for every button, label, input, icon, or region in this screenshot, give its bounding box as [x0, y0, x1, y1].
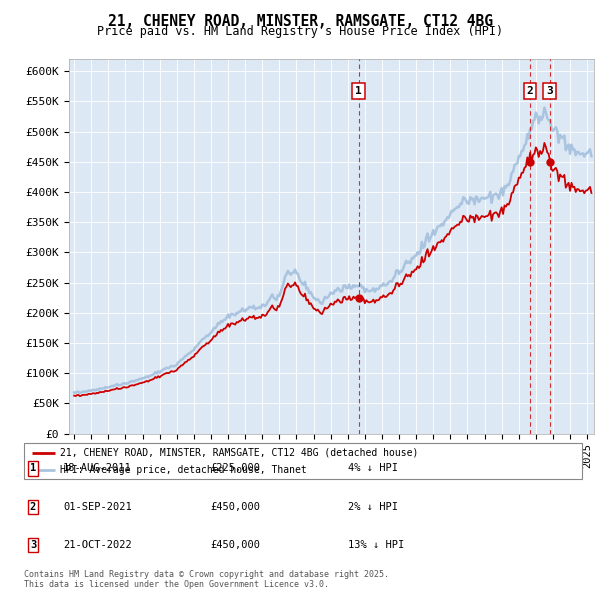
Text: £450,000: £450,000: [210, 540, 260, 550]
Text: £450,000: £450,000: [210, 502, 260, 512]
Text: £225,000: £225,000: [210, 464, 260, 473]
Text: 2: 2: [527, 86, 533, 96]
Text: 18-AUG-2011: 18-AUG-2011: [63, 464, 132, 473]
Text: 21, CHENEY ROAD, MINSTER, RAMSGATE, CT12 4BG (detached house): 21, CHENEY ROAD, MINSTER, RAMSGATE, CT12…: [60, 448, 419, 458]
Text: 21, CHENEY ROAD, MINSTER, RAMSGATE, CT12 4BG: 21, CHENEY ROAD, MINSTER, RAMSGATE, CT12…: [107, 14, 493, 30]
FancyBboxPatch shape: [24, 442, 582, 479]
Text: 1: 1: [355, 86, 362, 96]
Text: HPI: Average price, detached house, Thanet: HPI: Average price, detached house, Than…: [60, 465, 307, 475]
Text: 2: 2: [30, 502, 36, 512]
Text: Contains HM Land Registry data © Crown copyright and database right 2025.
This d: Contains HM Land Registry data © Crown c…: [24, 570, 389, 589]
Text: 13% ↓ HPI: 13% ↓ HPI: [348, 540, 404, 550]
Text: Price paid vs. HM Land Registry's House Price Index (HPI): Price paid vs. HM Land Registry's House …: [97, 25, 503, 38]
Text: 01-SEP-2021: 01-SEP-2021: [63, 502, 132, 512]
Text: 3: 3: [546, 86, 553, 96]
Text: 4% ↓ HPI: 4% ↓ HPI: [348, 464, 398, 473]
Text: 2% ↓ HPI: 2% ↓ HPI: [348, 502, 398, 512]
Text: 1: 1: [30, 464, 36, 473]
Text: 3: 3: [30, 540, 36, 550]
Text: 21-OCT-2022: 21-OCT-2022: [63, 540, 132, 550]
